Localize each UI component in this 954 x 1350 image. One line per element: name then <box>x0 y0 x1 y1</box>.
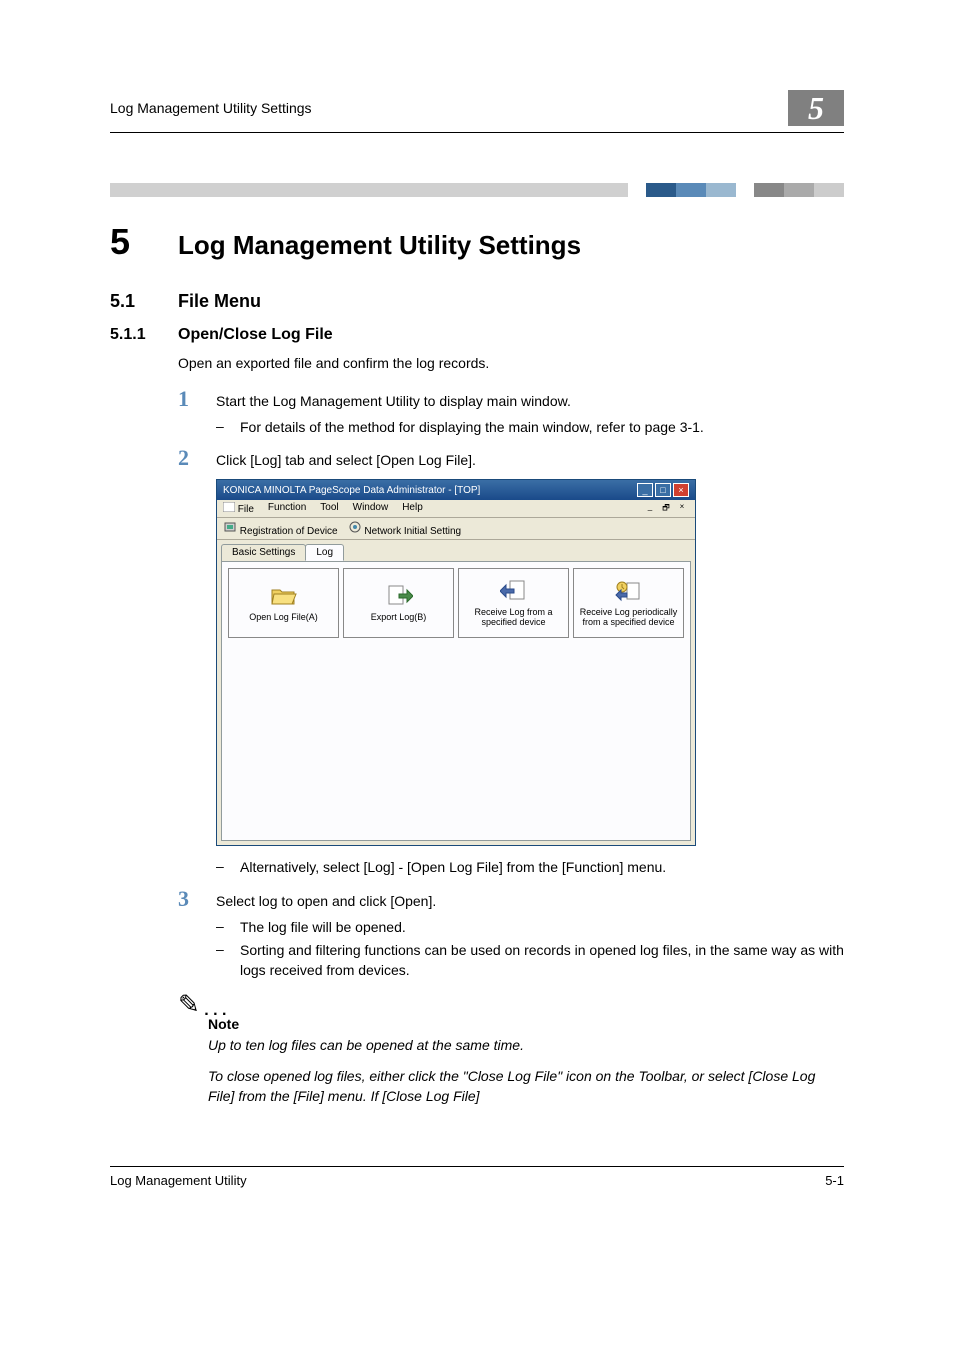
note-text-2: To close opened log files, either click … <box>208 1067 844 1106</box>
heading-2: 5.1 File Menu <box>110 291 844 312</box>
dash: – <box>216 918 240 938</box>
step-number: 3 <box>178 888 216 912</box>
h3-text: Open/Close Log File <box>178 326 333 344</box>
note-block: ✎ . . . Note Up to ten log files can be … <box>178 989 844 1107</box>
tab-content: Open Log File(A) Export Log(B) Receive L… <box>221 561 691 841</box>
app-window: KONICA MINOLTA PageScope Data Administra… <box>216 479 696 846</box>
menu-function[interactable]: Function <box>268 502 306 515</box>
menu-tool[interactable]: Tool <box>320 502 338 515</box>
sub-text: Alternatively, select [Log] - [Open Log … <box>240 858 844 878</box>
step-1: 1 Start the Log Management Utility to di… <box>178 388 844 412</box>
window-title: KONICA MINOLTA PageScope Data Administra… <box>223 485 480 496</box>
dash: – <box>216 941 240 980</box>
sub-text: Sorting and filtering functions can be u… <box>240 941 844 980</box>
tile-receive-log[interactable]: Receive Log from a specified device <box>458 568 569 638</box>
sub-text: The log file will be opened. <box>240 918 844 938</box>
heading-1: 5 Log Management Utility Settings <box>110 221 844 263</box>
heading-3: 5.1.1 Open/Close Log File <box>110 326 844 344</box>
step-number: 1 <box>178 388 216 412</box>
h1-text: Log Management Utility Settings <box>178 230 581 261</box>
mdi-minimize-button[interactable]: _ <box>643 502 657 514</box>
export-icon <box>385 584 413 608</box>
receive-periodic-icon <box>615 579 643 603</box>
page-header: Log Management Utility Settings 5 <box>110 90 844 126</box>
step-2: 2 Click [Log] tab and select [Open Log F… <box>178 447 844 471</box>
tabs: Basic Settings Log <box>217 540 695 561</box>
step-text: Click [Log] tab and select [Open Log Fil… <box>216 447 844 471</box>
note-label: Note <box>208 1016 844 1032</box>
decorative-stripe <box>110 183 844 197</box>
mdi-restore-button[interactable]: 🗗 <box>659 502 673 514</box>
footer-left: Log Management Utility <box>110 1173 247 1188</box>
dash: – <box>216 858 240 878</box>
menu-bar: File Function Tool Window Help _ 🗗 × <box>217 500 695 518</box>
h2-number: 5.1 <box>110 291 178 312</box>
tile-receive-periodic[interactable]: Receive Log periodically from a specifie… <box>573 568 684 638</box>
toolbar-network-setting[interactable]: Network Initial Setting <box>348 520 462 537</box>
tab-log[interactable]: Log <box>305 544 344 561</box>
tile-label: Export Log(B) <box>371 612 427 622</box>
minimize-button[interactable]: _ <box>637 483 653 497</box>
menu-window[interactable]: Window <box>353 502 389 515</box>
tile-label: Receive Log periodically from a specifie… <box>578 607 679 627</box>
step-text: Start the Log Management Utility to disp… <box>216 388 844 412</box>
receive-icon <box>500 579 528 603</box>
dash: – <box>216 418 240 438</box>
step-number: 2 <box>178 447 216 471</box>
footer-right: 5-1 <box>825 1173 844 1188</box>
menu-file[interactable]: File <box>223 502 254 515</box>
note-text-1: Up to ten log files can be opened at the… <box>208 1036 844 1056</box>
window-titlebar: KONICA MINOLTA PageScope Data Administra… <box>217 480 695 500</box>
open-file-icon <box>270 584 298 608</box>
network-icon <box>348 520 362 534</box>
tile-export-log[interactable]: Export Log(B) <box>343 568 454 638</box>
chapter-badge: 5 <box>788 90 844 126</box>
step-3: 3 Select log to open and click [Open]. <box>178 888 844 912</box>
h2-text: File Menu <box>178 291 261 312</box>
step-text: Select log to open and click [Open]. <box>216 888 844 912</box>
running-title: Log Management Utility Settings <box>110 100 312 116</box>
step-3-sub-1: – The log file will be opened. <box>216 918 844 938</box>
note-icon: ✎ <box>178 989 200 1020</box>
step-3-sub-2: – Sorting and filtering functions can be… <box>216 941 844 980</box>
maximize-button[interactable]: □ <box>655 483 671 497</box>
menu-help[interactable]: Help <box>402 502 423 515</box>
step-1-sub: – For details of the method for displayi… <box>216 418 844 438</box>
page-footer: Log Management Utility 5-1 <box>110 1166 844 1188</box>
h1-number: 5 <box>110 221 178 263</box>
embedded-screenshot: KONICA MINOLTA PageScope Data Administra… <box>216 479 844 846</box>
tile-label: Receive Log from a specified device <box>463 607 564 627</box>
toolbar: Registration of Device Network Initial S… <box>217 518 695 540</box>
step-2-sub: – Alternatively, select [Log] - [Open Lo… <box>216 858 844 878</box>
tab-basic-settings[interactable]: Basic Settings <box>221 544 306 561</box>
intro-paragraph: Open an exported file and confirm the lo… <box>178 354 844 374</box>
tile-open-log-file[interactable]: Open Log File(A) <box>228 568 339 638</box>
mdi-close-button[interactable]: × <box>675 502 689 514</box>
tile-label: Open Log File(A) <box>249 612 318 622</box>
h3-number: 5.1.1 <box>110 326 178 344</box>
toolbar-reg-device[interactable]: Registration of Device <box>223 520 338 537</box>
sub-text: For details of the method for displaying… <box>240 418 844 438</box>
close-button[interactable]: × <box>673 483 689 497</box>
header-rule <box>110 132 844 133</box>
device-icon <box>223 520 237 534</box>
